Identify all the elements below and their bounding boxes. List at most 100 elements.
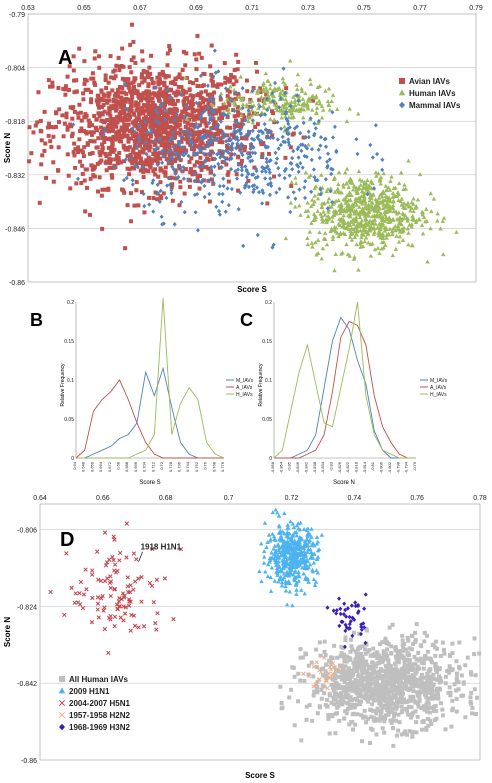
data-point-avian-iavs [167, 44, 172, 49]
data-point-avian-iavs [127, 167, 132, 172]
data-point-all-human-iavs [298, 678, 303, 683]
data-point-2004-2007-h5n1 [64, 551, 69, 556]
data-point-2009-h1n1 [294, 533, 300, 538]
series-line-h-iavs [76, 298, 225, 459]
data-point-2009-h1n1 [276, 568, 281, 573]
data-point-avian-iavs [208, 105, 213, 110]
data-point-human-iavs [317, 101, 323, 106]
data-point-all-human-iavs [345, 706, 350, 711]
data-point-2009-h1n1 [264, 544, 269, 549]
data-point-all-human-iavs [393, 646, 398, 651]
data-point-avian-iavs [215, 126, 220, 131]
data-point-all-human-iavs [405, 652, 410, 657]
data-point-avian-iavs [157, 116, 162, 121]
data-point-mammal-iavs [176, 156, 181, 162]
data-point-all-human-iavs [381, 693, 386, 698]
data-point-avian-iavs [133, 123, 138, 128]
data-point-all-human-iavs [378, 688, 383, 693]
data-point-mammal-iavs [380, 157, 385, 162]
data-point-avian-iavs [234, 172, 239, 177]
data-point-human-iavs [380, 194, 385, 199]
data-point-avian-iavs [173, 148, 178, 153]
data-point-1957-1958-h2n2 [311, 684, 316, 689]
data-point-human-iavs [394, 211, 400, 216]
data-point-mammal-iavs [316, 147, 321, 152]
data-point-avian-iavs [63, 84, 68, 89]
data-point-mammal-iavs [296, 155, 301, 160]
data-point-all-human-iavs [367, 694, 372, 699]
data-point-avian-iavs [226, 179, 231, 184]
data-point-all-human-iavs [373, 663, 378, 668]
data-point-human-iavs [372, 217, 377, 222]
data-point-avian-iavs [150, 100, 155, 105]
data-point-avian-iavs [196, 83, 201, 88]
data-point-avian-iavs [161, 191, 166, 196]
data-point-avian-iavs [129, 22, 134, 27]
data-point-2009-h1n1 [283, 588, 289, 593]
data-point-all-human-iavs [425, 671, 430, 676]
data-point-all-human-iavs [322, 691, 327, 696]
data-point-avian-iavs [167, 110, 172, 115]
data-point-human-iavs [385, 195, 390, 200]
data-point-all-human-iavs [354, 698, 359, 703]
data-point-human-iavs [246, 114, 252, 119]
data-point-all-human-iavs [421, 661, 426, 666]
data-point-avian-iavs [191, 102, 196, 107]
data-point-all-human-iavs [393, 666, 398, 671]
data-point-human-iavs [310, 107, 315, 112]
data-point-mammal-iavs [170, 135, 175, 140]
data-point-avian-iavs [105, 118, 110, 123]
data-point-avian-iavs [246, 178, 251, 183]
data-point-avian-iavs [92, 139, 97, 144]
data-point-2009-h1n1 [315, 548, 321, 553]
data-point-human-iavs [419, 222, 425, 227]
data-point-mammal-iavs [166, 175, 171, 181]
data-point-human-iavs [375, 225, 381, 230]
data-point-human-iavs [320, 219, 325, 224]
data-point-avian-iavs [301, 135, 306, 140]
data-point-mammal-iavs [171, 130, 176, 135]
data-point-avian-iavs [61, 134, 66, 139]
data-point-all-human-iavs [399, 710, 404, 715]
data-point-avian-iavs [255, 122, 260, 127]
legend-label: A_IAVs [236, 385, 253, 391]
data-point-mammal-iavs [207, 120, 212, 126]
data-point-all-human-iavs [343, 638, 348, 643]
legend-marker [399, 78, 405, 84]
data-point-all-human-iavs [415, 690, 420, 695]
data-point-mammal-iavs [195, 151, 200, 156]
data-point-human-iavs [255, 88, 260, 93]
data-point-avian-iavs [239, 124, 244, 129]
data-point-avian-iavs [189, 156, 194, 161]
data-point-all-human-iavs [402, 642, 407, 647]
data-point-mammal-iavs [244, 180, 249, 186]
data-point-mammal-iavs [246, 184, 251, 190]
data-point-2009-h1n1 [280, 542, 285, 547]
data-point-human-iavs [328, 229, 333, 234]
data-point-mammal-iavs [270, 90, 275, 96]
data-point-avian-iavs [102, 109, 107, 114]
data-point-2004-2007-h5n1-stroke [141, 624, 147, 629]
data-point-mammal-iavs [171, 167, 176, 172]
data-point-all-human-iavs [450, 667, 455, 672]
data-point-mammal-iavs [213, 70, 218, 75]
data-point-avian-iavs [260, 152, 265, 157]
data-point-2004-2007-h5n1-stroke [150, 546, 155, 552]
data-point-1968-1969-h3n2 [359, 622, 364, 627]
data-point-all-human-iavs [399, 704, 404, 709]
data-point-all-human-iavs [314, 647, 319, 652]
data-point-all-human-iavs [336, 694, 341, 699]
data-point-1957-1958-h2n2-stroke [327, 664, 333, 670]
y-tick-label: 0.15 [64, 339, 74, 345]
data-point-avian-iavs [136, 203, 141, 208]
data-point-avian-iavs [87, 124, 92, 129]
data-point-all-human-iavs [412, 677, 417, 682]
data-point-2009-h1n1 [310, 569, 316, 574]
data-point-all-human-iavs [448, 693, 453, 698]
data-point-human-iavs [409, 224, 414, 229]
data-point-2009-h1n1 [268, 536, 273, 541]
data-point-all-human-iavs [456, 687, 461, 692]
data-point-2009-h1n1 [276, 523, 282, 528]
data-point-mammal-iavs [169, 190, 174, 196]
data-point-human-iavs [454, 229, 459, 234]
